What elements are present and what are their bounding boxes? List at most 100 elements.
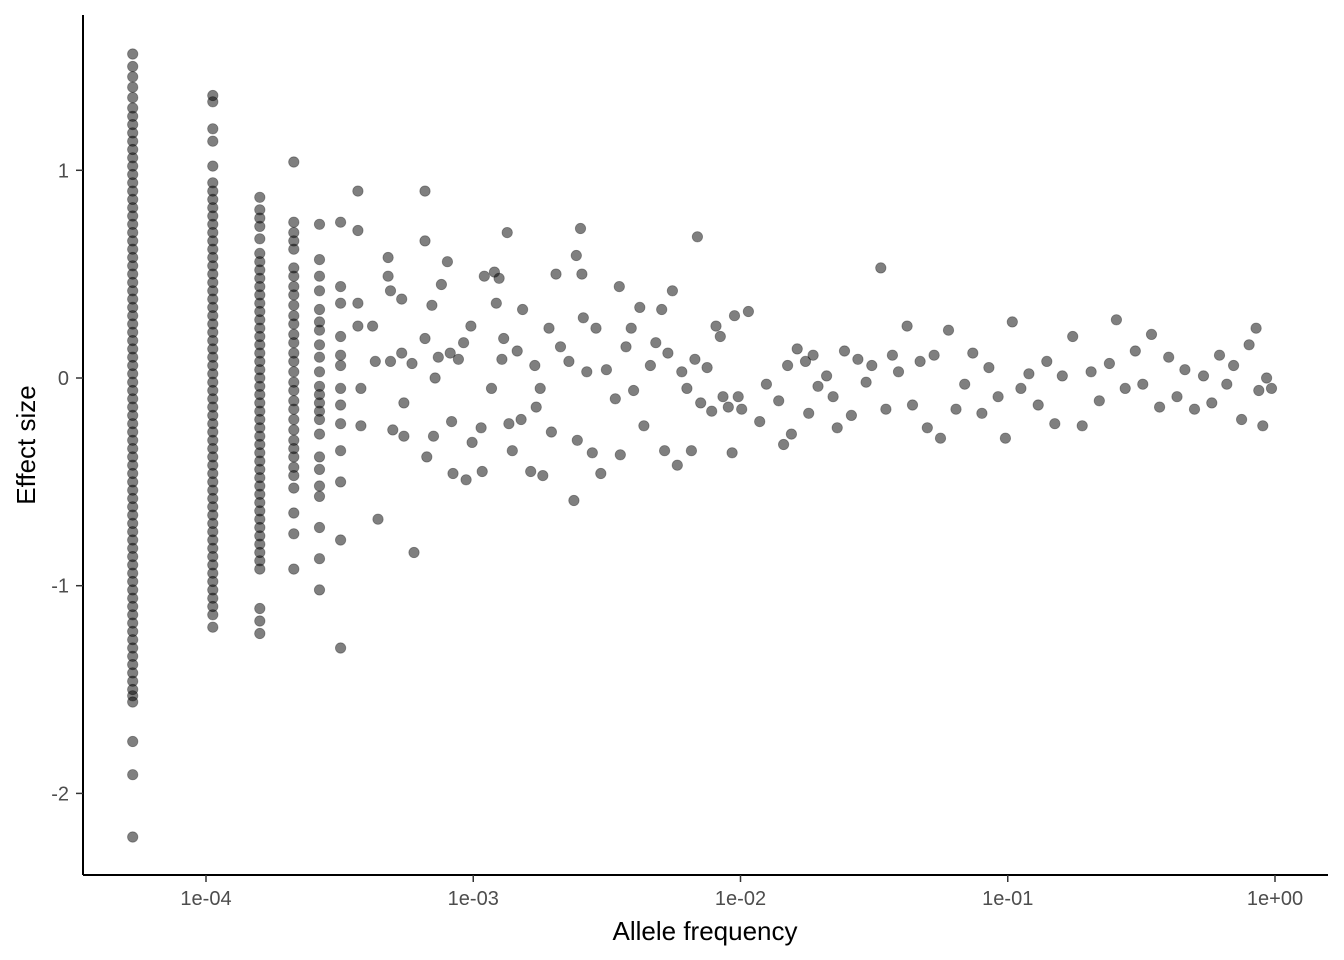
data-point-268: [387, 424, 399, 436]
data-point-248: [334, 382, 347, 394]
data-point-242: [334, 216, 347, 228]
data-point-140: [254, 191, 266, 203]
data-point-0: [127, 48, 139, 60]
data-point-84: [207, 135, 219, 147]
data-point-222: [313, 285, 326, 297]
data-point-376: [845, 409, 858, 421]
data-point-266: [384, 285, 397, 297]
data-point-300: [496, 353, 508, 365]
data-point-425: [1236, 413, 1248, 426]
data-point-281: [429, 372, 441, 384]
data-point-243: [334, 280, 347, 293]
data-point-267: [384, 355, 397, 367]
data-point-286: [445, 415, 458, 428]
data-point-79: [127, 769, 139, 781]
data-point-420: [1197, 370, 1210, 382]
data-point-261: [366, 320, 379, 332]
data-point-295: [478, 270, 490, 282]
data-point-239: [313, 521, 326, 534]
data-point-329: [609, 393, 621, 405]
data-point-350: [701, 361, 713, 374]
data-point-357: [728, 310, 741, 322]
data-point-400: [1023, 368, 1035, 380]
data-point-315: [550, 268, 562, 280]
data-point-212: [288, 451, 300, 463]
data-point-251: [334, 445, 347, 457]
data-point-341: [662, 347, 674, 359]
data-point-4: [127, 92, 139, 104]
data-point-306: [515, 413, 527, 426]
data-point-361: [754, 415, 766, 428]
data-point-280: [427, 430, 440, 442]
data-point-236: [313, 463, 326, 475]
data-point-328: [600, 364, 613, 376]
data-point-305: [511, 345, 523, 357]
data-point-427: [1250, 322, 1262, 334]
data-point-257: [352, 297, 364, 309]
data-point-348: [691, 231, 704, 243]
data-point-221: [313, 270, 326, 282]
data-point-255: [352, 185, 364, 197]
data-point-139: [207, 621, 219, 633]
data-point-309: [529, 359, 541, 372]
data-point-401: [1032, 399, 1044, 411]
data-point-138: [207, 609, 219, 621]
data-point-367: [791, 343, 803, 355]
data-point-383: [892, 366, 905, 378]
data-point-412: [1129, 345, 1141, 357]
data-point-193: [288, 270, 300, 282]
data-point-262: [369, 355, 381, 367]
data-point-227: [313, 351, 326, 363]
x-tick-label-2: 1e-02: [715, 888, 766, 910]
data-point-3: [127, 81, 139, 93]
data-point-265: [382, 270, 394, 282]
x-axis-title: Allele frequency: [613, 916, 798, 946]
data-point-338: [650, 337, 662, 349]
data-point-311: [534, 382, 546, 394]
data-point-388: [928, 349, 940, 361]
data-point-386: [914, 355, 926, 367]
data-point-411: [1119, 382, 1131, 394]
data-point-387: [921, 422, 933, 434]
data-point-85: [207, 160, 219, 172]
data-point-82: [207, 96, 219, 108]
data-point-334: [627, 384, 640, 397]
data-point-263: [372, 513, 384, 525]
data-point-414: [1145, 328, 1158, 340]
data-point-317: [563, 355, 575, 367]
data-point-298: [490, 297, 502, 309]
data-point-418: [1179, 364, 1191, 376]
x-tick-label-3: 1e-01: [982, 888, 1033, 910]
data-point-327: [595, 467, 607, 480]
data-point-323: [577, 312, 589, 324]
data-point-294: [476, 465, 488, 478]
data-point-382: [886, 349, 899, 361]
data-point-320: [571, 434, 583, 446]
data-point-216: [288, 507, 300, 519]
data-point-234: [313, 428, 326, 440]
data-point-322: [576, 268, 588, 280]
data-point-349: [695, 397, 707, 409]
data-point-288: [452, 353, 464, 365]
data-point-424: [1228, 359, 1240, 372]
data-point-303: [503, 418, 515, 430]
data-point-277: [419, 332, 431, 345]
x-tick-label-4: 1e+00: [1247, 888, 1303, 910]
data-point-218: [288, 563, 300, 575]
data-point-247: [334, 359, 347, 372]
data-point-380: [875, 262, 887, 274]
data-point-246: [334, 349, 347, 361]
data-point-321: [574, 222, 587, 235]
data-point-292: [466, 436, 478, 448]
data-point-374: [831, 422, 843, 434]
data-point-399: [1015, 382, 1027, 394]
data-point-245: [334, 330, 347, 343]
data-point-284: [441, 256, 453, 268]
data-point-343: [671, 459, 683, 471]
data-point-331: [614, 449, 626, 461]
data-point-205: [288, 384, 300, 397]
data-point-346: [685, 445, 698, 457]
data-point-345: [681, 382, 693, 394]
data-point-431: [1265, 382, 1278, 394]
